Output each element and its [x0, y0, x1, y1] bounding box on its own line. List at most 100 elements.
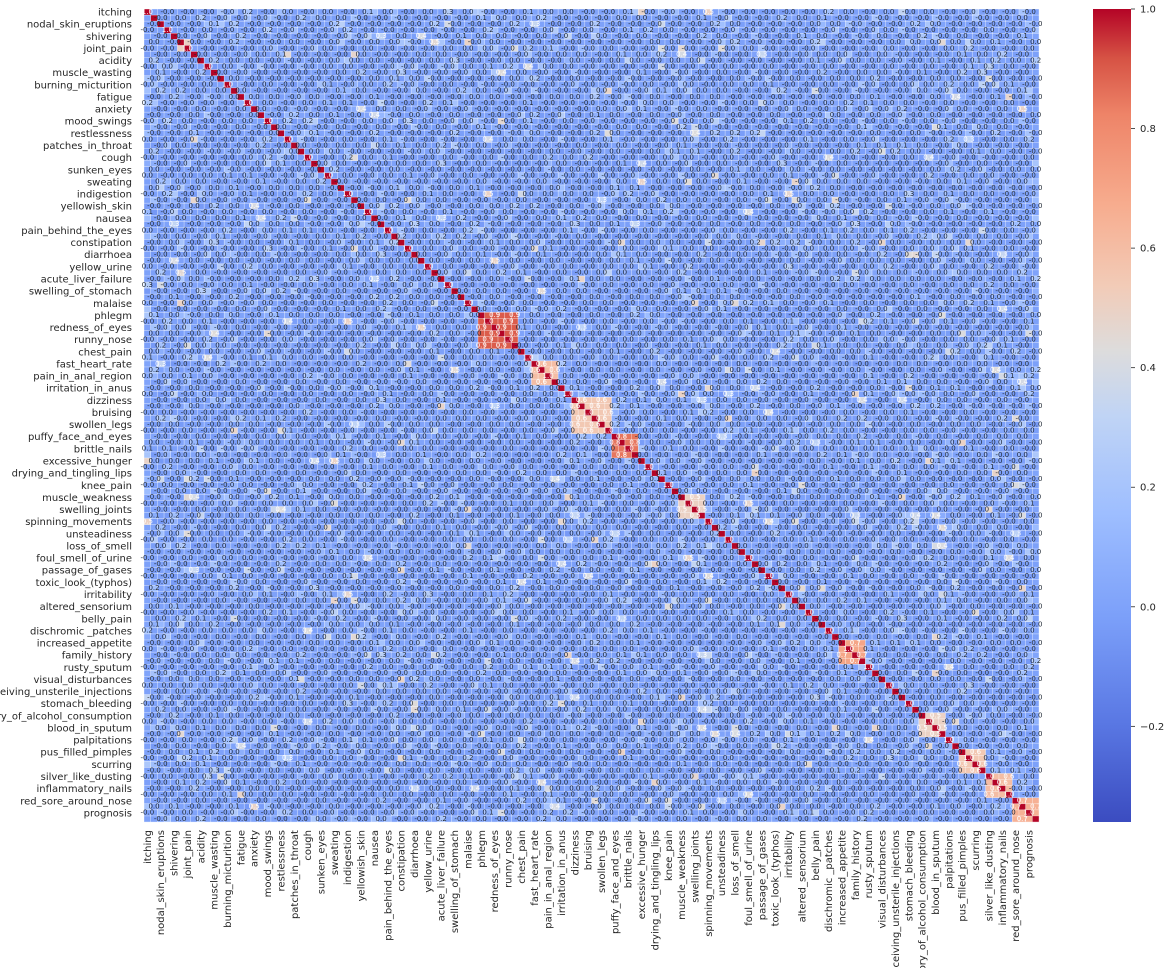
heatmap-cell [1012, 15, 1020, 22]
heatmap-cell [751, 9, 759, 16]
heatmap-cell [811, 9, 819, 16]
heatmap-cell [611, 21, 619, 28]
heatmap-cell [491, 21, 499, 28]
heatmap-cell [658, 9, 666, 16]
heatmap-cell [591, 15, 599, 22]
heatmap-cell [932, 9, 939, 16]
heatmap-cell [811, 15, 819, 22]
heatmap-cell [638, 9, 645, 16]
heatmap-cell [451, 9, 458, 16]
heatmap-cell [317, 15, 325, 22]
heatmap-cell [638, 15, 645, 22]
heatmap-cell [404, 15, 412, 22]
heatmap-cell [564, 15, 572, 22]
heatmap-cell [644, 15, 652, 22]
heatmap-cell [344, 9, 352, 16]
heatmap-cell [264, 21, 271, 28]
heatmap-cell [658, 21, 666, 28]
heatmap-cell [758, 15, 766, 22]
heatmap-cell [518, 9, 525, 16]
heatmap-cells [143, 8, 1040, 823]
heatmap-cell [351, 21, 358, 28]
heatmap-cell [477, 9, 485, 16]
heatmap-cell [150, 15, 158, 22]
heatmap-cell [144, 9, 151, 16]
heatmap-cell [217, 21, 225, 28]
heatmap-cell [952, 9, 959, 16]
heatmap-cell [571, 21, 579, 28]
heatmap-cell [457, 15, 465, 22]
heatmap-cell [664, 21, 672, 28]
heatmap-cell [451, 15, 458, 22]
heatmap-cell [745, 21, 752, 28]
heatmap-cell [197, 21, 205, 28]
heatmap-cell [998, 9, 1006, 16]
heatmap-cell [591, 21, 599, 28]
heatmap-cell [678, 9, 686, 16]
heatmap-cell [738, 15, 746, 22]
heatmap-cell [584, 15, 592, 22]
heatmap-cell [872, 15, 879, 22]
heatmap-cell [157, 9, 165, 16]
heatmap-cell [825, 9, 832, 16]
heatmap-cell [624, 21, 632, 28]
heatmap-cell [785, 21, 792, 28]
heatmap-cell [170, 15, 178, 22]
heatmap-cell [725, 9, 732, 16]
heatmap-cell [604, 15, 612, 22]
heatmap-cell [698, 15, 706, 22]
heatmap-cell [371, 15, 378, 22]
heatmap-cell [818, 21, 826, 28]
heatmap-cell [865, 21, 873, 28]
heatmap-cell [771, 21, 779, 28]
heatmap-cell [785, 9, 792, 16]
heatmap-cell [905, 9, 913, 16]
heatmap-cell [945, 15, 953, 22]
heatmap-cell [197, 9, 205, 16]
heatmap-cell [477, 15, 485, 22]
heatmap-cell [845, 21, 853, 28]
heatmap-cell [851, 15, 859, 22]
heatmap-cell [825, 21, 832, 28]
heatmap-cell [224, 21, 231, 28]
heatmap-cell [925, 9, 933, 16]
heatmap-cell [705, 15, 712, 22]
heatmap-cell [771, 15, 779, 22]
heatmap-cell [584, 21, 592, 28]
heatmap-cell [578, 9, 585, 16]
heatmap-cell [938, 9, 946, 16]
heatmap-cell [471, 15, 479, 22]
heatmap-cell [872, 9, 879, 16]
heatmap-cell [718, 15, 726, 22]
heatmap-cell [411, 15, 418, 22]
heatmap-cell [484, 15, 492, 22]
heatmap-cell [765, 9, 772, 16]
heatmap-cell [1025, 15, 1033, 22]
heatmap-cell [638, 21, 645, 28]
heatmap-cell [805, 15, 812, 22]
heatmap-cell [918, 9, 926, 16]
heatmap-cell [885, 15, 893, 22]
heatmap-cell [250, 21, 258, 28]
heatmap-cell [938, 15, 946, 22]
heatmap-cell [364, 9, 372, 16]
heatmap-cell [464, 9, 472, 16]
heatmap-cell [972, 15, 979, 22]
heatmap-cell [237, 9, 245, 16]
heatmap-cell [725, 21, 732, 28]
heatmap-cell [518, 21, 525, 28]
heatmap-cell [377, 15, 385, 22]
heatmap-cell [705, 9, 712, 16]
heatmap-cell [851, 9, 859, 16]
heatmap-cell [624, 15, 632, 22]
heatmap-cell [331, 15, 338, 22]
heatmap-cell [177, 21, 185, 28]
heatmap-cell [351, 9, 358, 16]
heatmap-cell [144, 15, 151, 22]
heatmap-cell [965, 9, 973, 16]
heatmap-cell [351, 15, 358, 22]
heatmap-cell [651, 15, 659, 22]
heatmap-cell [210, 9, 218, 16]
heatmap-cell [912, 15, 919, 22]
heatmap-cell [798, 21, 806, 28]
